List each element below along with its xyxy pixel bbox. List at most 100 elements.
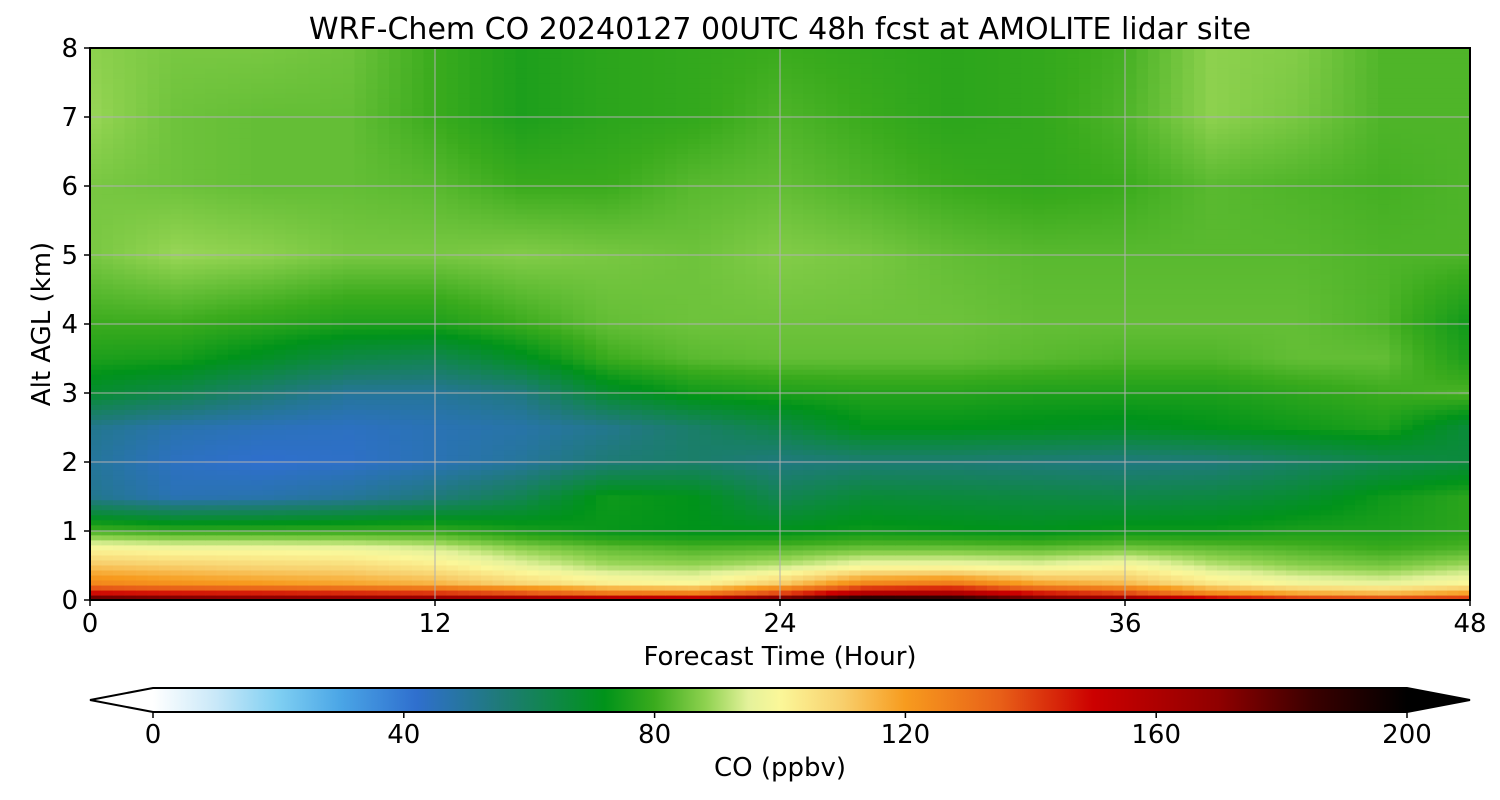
heatmap-cell [377, 514, 390, 521]
heatmap-cell [642, 569, 655, 576]
heatmap-cell [607, 484, 620, 491]
heatmap-cell [1044, 409, 1057, 415]
heatmap-cell [895, 494, 908, 501]
heatmap-cell [1056, 479, 1069, 486]
heatmap-cell [1366, 409, 1379, 415]
heatmap-cell [768, 589, 781, 596]
heatmap-cell [987, 534, 1000, 541]
heatmap-cell [343, 469, 356, 476]
heatmap-cell [676, 574, 689, 581]
heatmap-cell [607, 414, 620, 420]
heatmap-cell [826, 584, 839, 591]
heatmap-cell [619, 579, 632, 586]
heatmap-cell [400, 409, 413, 415]
heatmap-cell [1044, 489, 1057, 496]
heatmap-cell [757, 499, 770, 506]
heatmap-cell [377, 474, 390, 481]
heatmap-cell [757, 409, 770, 415]
heatmap-cell [1148, 559, 1161, 566]
heatmap-cell [987, 464, 1000, 471]
heatmap-cell [504, 444, 517, 451]
heatmap-cell [1424, 409, 1437, 415]
heatmap-cell [573, 529, 586, 536]
heatmap-cell [262, 554, 275, 561]
heatmap-cell [998, 464, 1011, 471]
heatmap-cell [538, 489, 551, 496]
heatmap-cell [423, 554, 436, 561]
heatmap-cell [527, 584, 540, 591]
heatmap-cell [1240, 559, 1253, 566]
heatmap-cell [1378, 439, 1391, 446]
heatmap-cell [1378, 514, 1391, 521]
heatmap-cell [366, 444, 379, 451]
heatmap-cell [1194, 469, 1207, 476]
heatmap-cell [205, 514, 218, 521]
heatmap-cell [653, 484, 666, 491]
heatmap-cell [814, 594, 827, 601]
heatmap-cell [1435, 449, 1448, 456]
heatmap-cell [1297, 529, 1310, 536]
heatmap-cell [1056, 584, 1069, 591]
heatmap-cell [354, 484, 367, 491]
heatmap-cell [1240, 484, 1253, 491]
heatmap-cell [883, 509, 896, 516]
heatmap-cell [998, 579, 1011, 586]
heatmap-cell [768, 469, 781, 476]
heatmap-cell [906, 474, 919, 481]
heatmap-cell [1458, 394, 1471, 400]
heatmap-cell [228, 534, 241, 541]
heatmap-cell [527, 479, 540, 486]
heatmap-cell [1424, 419, 1437, 425]
heatmap-cell [906, 454, 919, 461]
heatmap-cell [849, 404, 862, 410]
heatmap-cell [285, 544, 298, 551]
heatmap-cell [216, 574, 229, 581]
heatmap-cell [297, 564, 310, 571]
heatmap-cell [872, 579, 885, 586]
heatmap-cell [1102, 464, 1115, 471]
heatmap-cell [1332, 539, 1345, 546]
heatmap-cell [906, 469, 919, 476]
heatmap-cell [1182, 569, 1195, 576]
heatmap-cell [1458, 504, 1471, 511]
heatmap-cell [331, 569, 344, 576]
heatmap-cell [1320, 584, 1333, 591]
heatmap-cell [90, 574, 103, 581]
heatmap-cell [1136, 509, 1149, 516]
heatmap-cell [849, 414, 862, 420]
heatmap-cell [676, 549, 689, 556]
heatmap-cell [780, 479, 793, 486]
heatmap-cell [147, 464, 160, 471]
heatmap-cell [262, 464, 275, 471]
heatmap-cell [389, 499, 402, 506]
heatmap-cell [423, 419, 436, 425]
heatmap-cell [630, 444, 643, 451]
heatmap-cell [860, 424, 873, 430]
heatmap-cell [596, 589, 609, 596]
heatmap-cell [1366, 444, 1379, 451]
heatmap-cell [446, 444, 459, 451]
heatmap-cell [722, 544, 735, 551]
heatmap-cell [412, 489, 425, 496]
heatmap-cell [216, 564, 229, 571]
heatmap-cell [653, 444, 666, 451]
heatmap-cell [1079, 469, 1092, 476]
heatmap-cell [676, 394, 689, 400]
heatmap-cell [584, 414, 597, 420]
heatmap-cell [285, 589, 298, 596]
heatmap-cell [1286, 509, 1299, 516]
heatmap-cell [504, 449, 517, 456]
heatmap-cell [239, 399, 252, 405]
heatmap-cell [435, 579, 448, 586]
heatmap-cell [216, 589, 229, 596]
heatmap-cell [1159, 574, 1172, 581]
heatmap-cell [1424, 519, 1437, 526]
heatmap-cell [1458, 554, 1471, 561]
heatmap-cell [308, 414, 321, 420]
heatmap-cell [699, 579, 712, 586]
heatmap-cell [952, 589, 965, 596]
heatmap-cell [1458, 524, 1471, 531]
heatmap-cell [228, 484, 241, 491]
heatmap-cell [929, 499, 942, 506]
heatmap-cell [527, 509, 540, 516]
